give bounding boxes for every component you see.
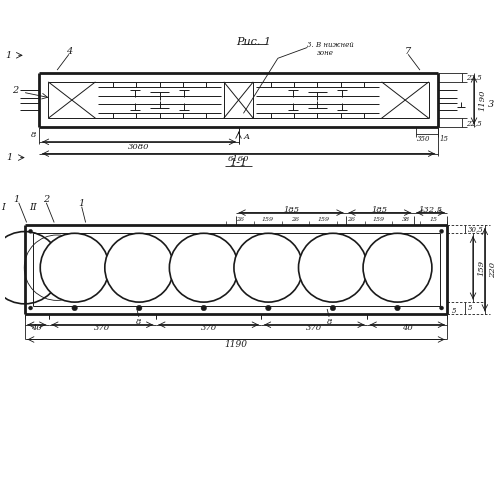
- Text: 8: 8: [136, 318, 141, 326]
- Circle shape: [136, 306, 142, 311]
- Text: 3080: 3080: [128, 143, 150, 151]
- Text: 8: 8: [31, 131, 36, 139]
- Text: 185: 185: [283, 206, 299, 214]
- Circle shape: [72, 306, 78, 311]
- Text: 26: 26: [292, 217, 300, 222]
- Text: 159: 159: [262, 217, 274, 222]
- Text: 4: 4: [66, 47, 72, 56]
- Text: 26: 26: [346, 217, 354, 222]
- Text: Рис. 1: Рис. 1: [236, 36, 271, 46]
- Text: 22,5: 22,5: [466, 74, 482, 82]
- Circle shape: [201, 306, 206, 311]
- Text: 370: 370: [200, 324, 216, 332]
- Text: 220: 220: [489, 262, 497, 278]
- Text: 1: 1: [5, 51, 11, 60]
- Text: 3: 3: [488, 100, 494, 110]
- Text: 15: 15: [440, 135, 448, 143]
- Circle shape: [28, 230, 32, 234]
- Text: 1: 1: [78, 200, 85, 208]
- Text: 5: 5: [468, 304, 472, 312]
- Circle shape: [105, 234, 174, 302]
- Text: 2: 2: [12, 86, 18, 94]
- Circle shape: [330, 306, 336, 311]
- Text: 40: 40: [402, 324, 412, 332]
- Text: 1190: 1190: [478, 90, 486, 111]
- Text: 3. В нижней: 3. В нижней: [308, 42, 354, 50]
- Text: 8: 8: [326, 318, 332, 326]
- Circle shape: [266, 306, 271, 311]
- Text: 350: 350: [417, 135, 430, 143]
- Circle shape: [440, 306, 444, 310]
- Text: 2: 2: [43, 196, 50, 204]
- Text: 1190: 1190: [224, 340, 248, 349]
- Text: 132.5: 132.5: [418, 206, 442, 214]
- Circle shape: [363, 234, 432, 302]
- Circle shape: [298, 234, 368, 302]
- Text: 7: 7: [405, 47, 411, 56]
- Circle shape: [394, 306, 400, 311]
- Text: 370: 370: [94, 324, 110, 332]
- Text: 1-1: 1-1: [230, 158, 248, 168]
- Text: 159: 159: [372, 217, 384, 222]
- Text: 38: 38: [402, 217, 410, 222]
- Text: 185: 185: [372, 206, 388, 214]
- Text: 370: 370: [306, 324, 322, 332]
- Circle shape: [170, 234, 238, 302]
- Text: 5: 5: [452, 307, 456, 315]
- Text: 22,5: 22,5: [466, 118, 482, 126]
- Text: II: II: [28, 203, 36, 212]
- Text: 26: 26: [236, 217, 244, 222]
- Text: 15: 15: [430, 217, 438, 222]
- Circle shape: [440, 230, 444, 234]
- Text: зоне: зоне: [317, 50, 334, 58]
- Text: 159: 159: [477, 260, 485, 276]
- Text: 159: 159: [317, 217, 329, 222]
- Circle shape: [28, 306, 32, 310]
- Text: 6160: 6160: [228, 154, 250, 162]
- Text: 1: 1: [7, 153, 13, 162]
- Text: 30,5: 30,5: [468, 226, 484, 234]
- Text: I: I: [1, 203, 5, 212]
- Circle shape: [40, 234, 109, 302]
- Text: 40: 40: [32, 324, 42, 332]
- Text: A: A: [244, 133, 250, 141]
- Text: 1: 1: [14, 196, 20, 204]
- Circle shape: [234, 234, 303, 302]
